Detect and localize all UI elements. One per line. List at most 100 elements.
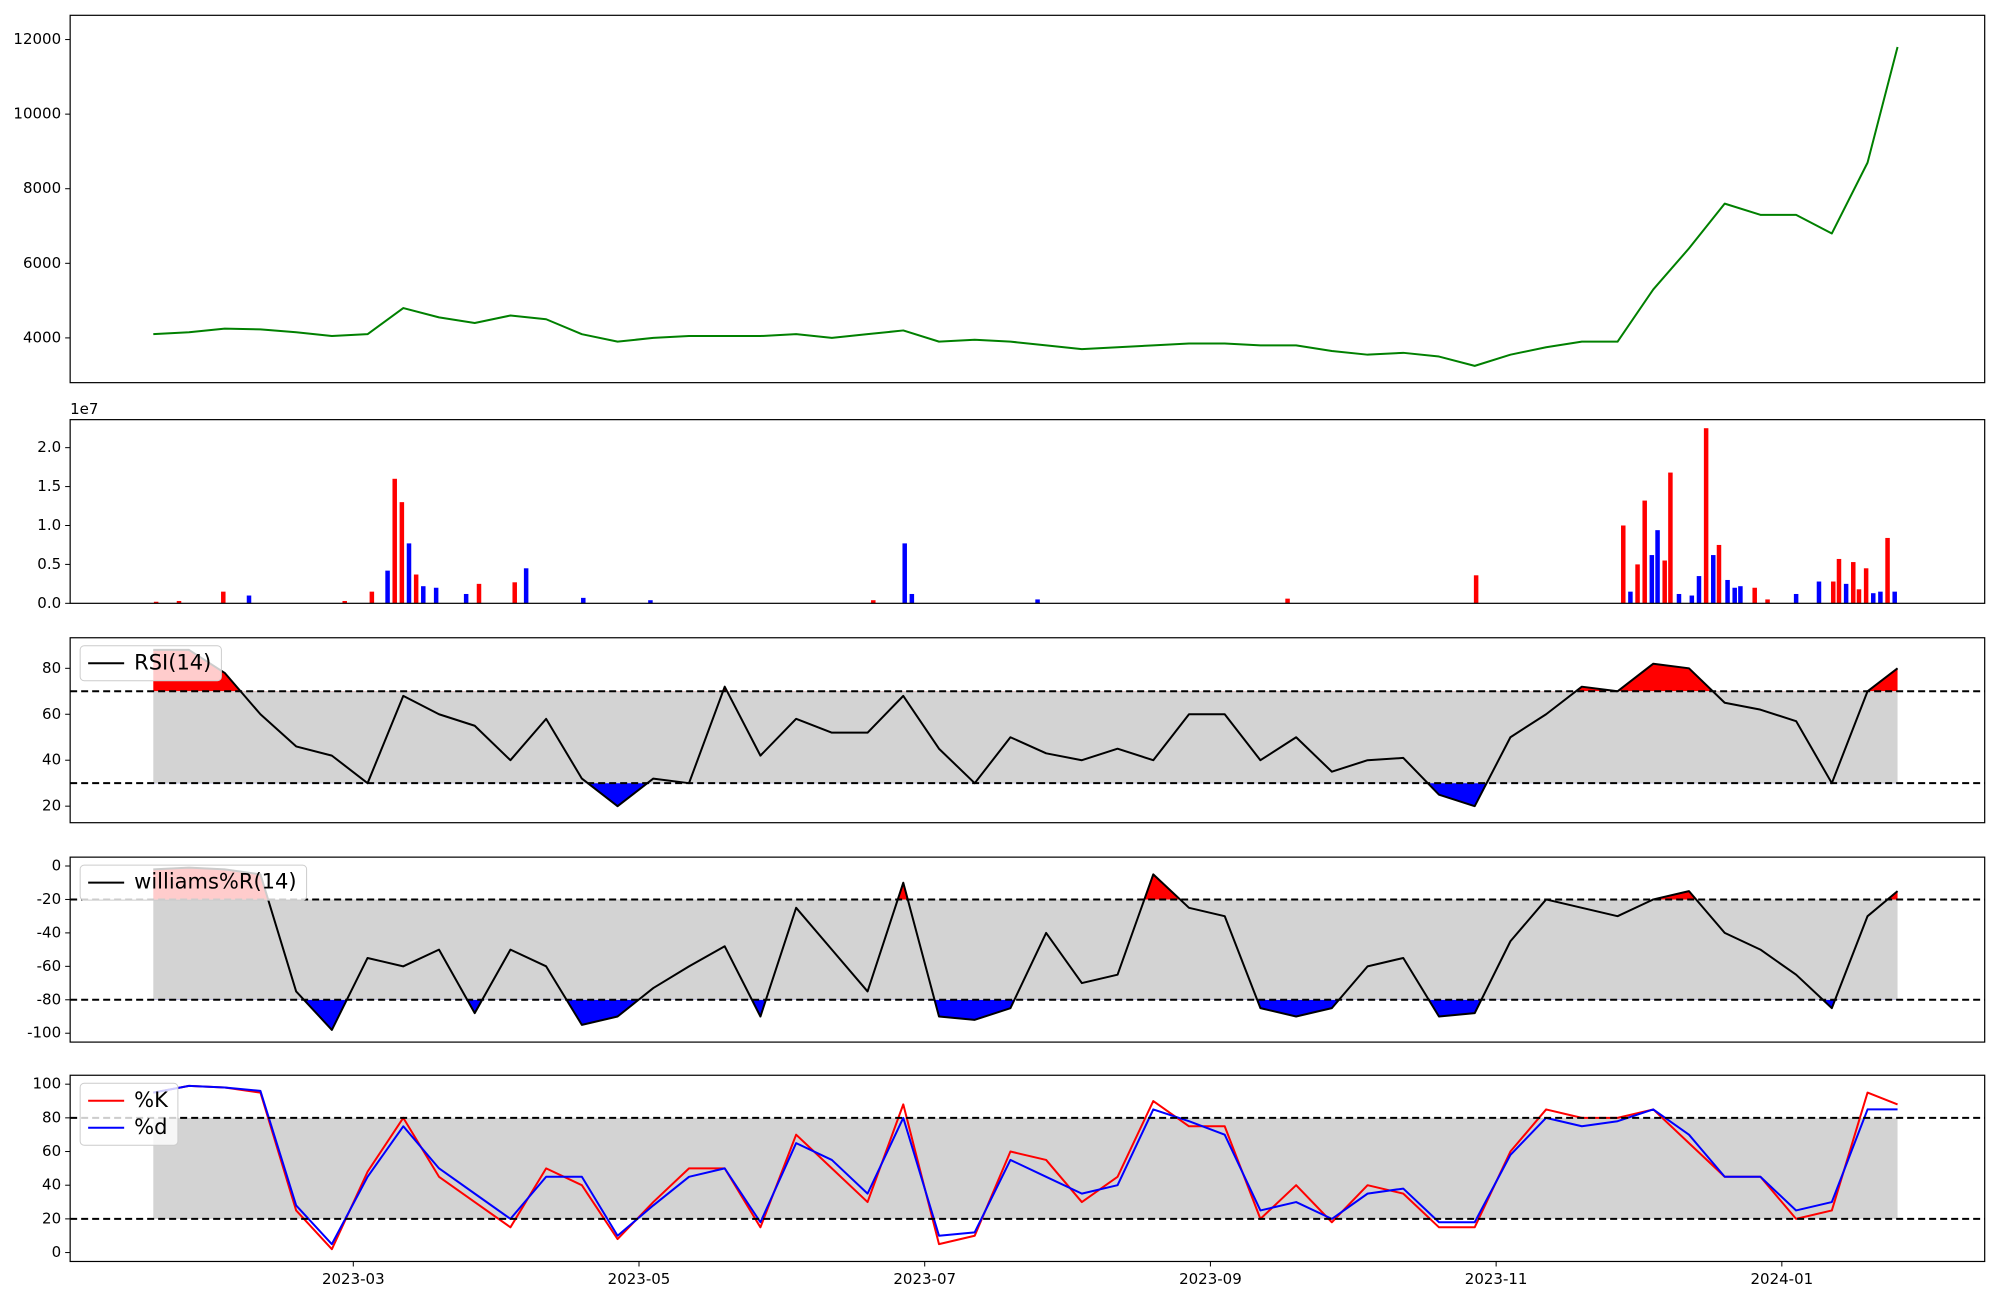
y-tick-label: 80 xyxy=(42,659,61,677)
bar xyxy=(463,593,469,604)
bar xyxy=(1836,558,1842,604)
bar xyxy=(1885,537,1890,604)
y-tick-label: 0 xyxy=(52,857,62,875)
bar xyxy=(512,582,517,604)
y-tick-label: 10000 xyxy=(13,105,61,123)
bar xyxy=(1732,587,1737,604)
bar xyxy=(1642,500,1647,604)
bar xyxy=(1863,568,1869,604)
bar xyxy=(1285,598,1290,604)
bar xyxy=(1676,593,1682,604)
bar xyxy=(902,543,907,604)
bar xyxy=(1752,587,1757,604)
line xyxy=(153,866,1899,1031)
bar xyxy=(421,586,426,604)
axes-frame xyxy=(69,419,1986,604)
bar xyxy=(153,601,159,604)
y-tick-label: 4000 xyxy=(23,328,61,346)
y-tick-label: 40 xyxy=(42,1176,61,1194)
bar xyxy=(399,502,405,604)
y-tick-label: 0.5 xyxy=(37,555,61,573)
legend-label: williams%R(14) xyxy=(134,870,296,894)
bar xyxy=(1628,591,1633,604)
bar xyxy=(1831,581,1836,604)
x-tick-label: 2023-05 xyxy=(608,1270,671,1288)
y-tick-label: -80 xyxy=(37,990,62,1008)
bar xyxy=(1816,581,1822,604)
y-tick-label: -100 xyxy=(27,1024,61,1042)
threshold-band xyxy=(153,1117,1898,1219)
bar xyxy=(1892,591,1897,604)
x-tick-label: 2023-07 xyxy=(893,1270,956,1288)
bar xyxy=(1793,593,1799,604)
plot-area xyxy=(153,866,1899,1031)
bar xyxy=(1689,595,1695,604)
bar xyxy=(1473,575,1479,604)
y-tick-label: -20 xyxy=(37,890,62,908)
y-tick-label: 80 xyxy=(42,1108,61,1126)
y-tick-label: 8000 xyxy=(23,179,61,197)
bar xyxy=(1703,428,1709,604)
y-tick-label: -40 xyxy=(37,923,62,941)
y-tick-label: 100 xyxy=(33,1075,62,1093)
legend-label: %K xyxy=(134,1088,169,1112)
bar xyxy=(1035,599,1040,604)
bar xyxy=(871,600,876,604)
legend-box xyxy=(79,864,308,901)
bar xyxy=(1621,525,1626,604)
y-tick-label: 1.5 xyxy=(37,477,61,495)
line xyxy=(153,1084,1898,1246)
threshold-band xyxy=(153,899,1898,1000)
x-tick-label: 2023-09 xyxy=(1179,1270,1242,1288)
legend-label: %d xyxy=(134,1115,167,1139)
bar xyxy=(1878,591,1883,604)
bar xyxy=(1662,560,1667,604)
bar xyxy=(369,591,375,604)
bar xyxy=(1851,562,1856,604)
bar xyxy=(1711,555,1716,604)
y-tick-label: -60 xyxy=(37,957,62,975)
bar xyxy=(246,595,252,604)
axes-frame xyxy=(69,637,1986,824)
bar xyxy=(413,574,419,604)
bar xyxy=(385,570,390,604)
offset-label: 1e7 xyxy=(70,400,98,418)
plot-area xyxy=(153,1084,1898,1251)
axes-frame xyxy=(69,14,1986,384)
legend-box xyxy=(79,1082,179,1146)
threshold-band xyxy=(153,691,1898,784)
plot-area xyxy=(153,428,1897,604)
axes-frame xyxy=(69,1074,1986,1263)
x-tick-label: 2023-11 xyxy=(1465,1270,1528,1288)
y-tick-label: 2.0 xyxy=(37,438,61,456)
bar xyxy=(581,597,586,604)
line xyxy=(153,46,1899,367)
bar xyxy=(176,600,182,604)
bar xyxy=(1635,564,1640,604)
bar xyxy=(221,591,226,604)
bar xyxy=(392,478,397,604)
bar xyxy=(648,600,653,604)
y-tick-label: 60 xyxy=(42,1142,61,1160)
y-tick-label: 1.0 xyxy=(37,516,61,534)
plot-area xyxy=(153,46,1899,367)
bar xyxy=(1871,593,1876,604)
y-tick-label: 0 xyxy=(52,1243,62,1261)
legend-label: RSI(14) xyxy=(134,650,211,674)
y-tick-label: 12000 xyxy=(13,30,61,48)
plot-area xyxy=(153,648,1899,808)
bar xyxy=(1716,544,1722,604)
axes-frame xyxy=(69,856,1986,1043)
bar xyxy=(1649,555,1655,604)
bar xyxy=(433,587,439,604)
y-tick-label: 60 xyxy=(42,705,61,723)
bar xyxy=(1725,579,1730,604)
bar xyxy=(1696,576,1702,604)
x-tick-label: 2023-03 xyxy=(322,1270,385,1288)
y-tick-label: 20 xyxy=(42,797,61,815)
bar xyxy=(342,600,347,604)
bar xyxy=(476,583,482,604)
y-tick-label: 40 xyxy=(42,751,61,769)
y-tick-label: 20 xyxy=(42,1209,61,1227)
